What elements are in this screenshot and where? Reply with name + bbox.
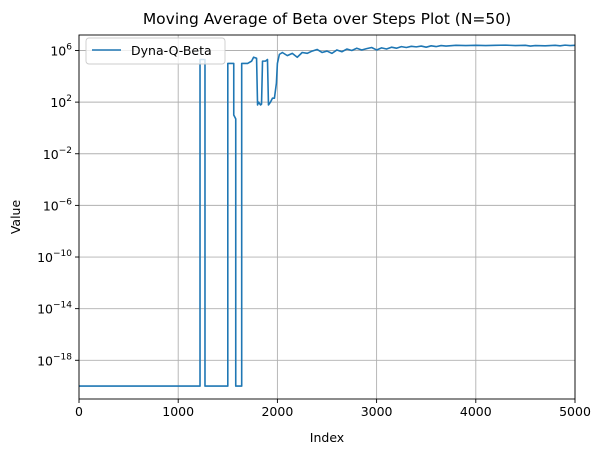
grid: [78, 35, 576, 399]
y-tick-base: 10: [43, 198, 59, 213]
y-tick-base: 10: [37, 302, 53, 317]
y-tick-label: 10−6: [43, 197, 72, 213]
x-tick-label: 5000: [559, 404, 591, 419]
y-tick-label: 102: [50, 94, 72, 110]
x-axis-label: Index: [310, 430, 344, 445]
legend: Dyna-Q-Beta: [85, 37, 226, 65]
y-tick-exponent: −14: [53, 301, 72, 311]
y-tick-base: 10: [37, 250, 53, 265]
y-tick-base: 10: [50, 43, 66, 58]
x-tick-label: 0: [75, 404, 83, 419]
y-tick-label: 10−10: [37, 249, 72, 265]
series-layer: [79, 44, 576, 387]
x-tick-label: 2000: [261, 404, 293, 419]
y-tick-base: 10: [43, 147, 59, 162]
y-tick-label: 10−18: [37, 352, 72, 368]
y-tick-base: 10: [50, 95, 66, 110]
series-line-0: [79, 44, 576, 387]
y-tick-label: 10−2: [43, 146, 72, 162]
x-tick-label: 1000: [162, 404, 194, 419]
y-tick-label: 10−14: [37, 301, 72, 317]
x-tick-label: 3000: [361, 404, 393, 419]
x-tick-label: 4000: [460, 404, 492, 419]
y-tick-exponent: −6: [59, 197, 73, 207]
legend-label: Dyna-Q-Beta: [131, 43, 212, 58]
x-axis: 0 1000 2000 3000 4000 5000: [75, 399, 591, 419]
y-tick-exponent: −10: [53, 249, 72, 259]
plot-frame: [78, 34, 576, 400]
y-tick-base: 10: [37, 353, 53, 368]
legend-box: [85, 37, 226, 65]
y-axis-label: Value: [8, 200, 23, 235]
chart-title: Moving Average of Beta over Steps Plot (…: [143, 10, 511, 28]
y-tick-exponent: 6: [66, 42, 72, 52]
y-tick-label: 106: [50, 42, 72, 58]
y-tick-exponent: −18: [53, 352, 72, 362]
y-tick-exponent: −2: [59, 146, 72, 156]
y-tick-exponent: 2: [66, 94, 72, 104]
